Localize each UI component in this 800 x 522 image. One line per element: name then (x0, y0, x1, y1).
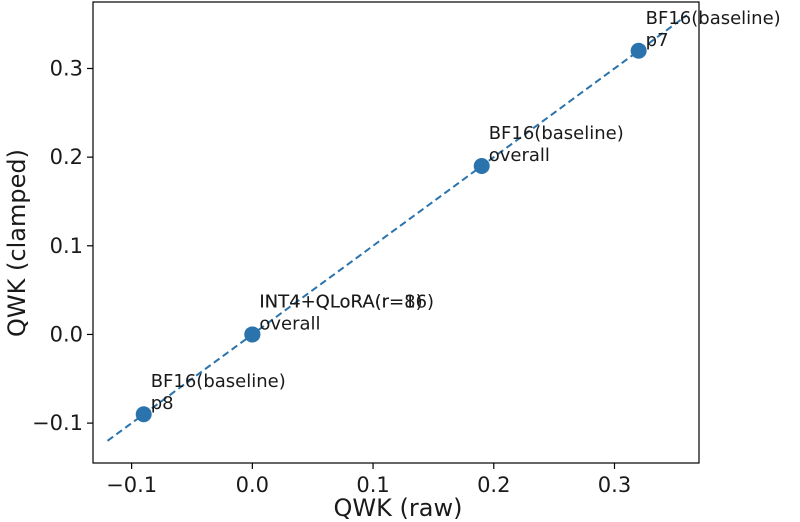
point-label: BF16(baseline) (489, 123, 624, 144)
x-tick-label: 0.0 (236, 473, 269, 497)
x-axis-title: QWK (raw) (334, 494, 463, 522)
point-label: p7 (646, 30, 669, 51)
y-axis-title: QWK (clamped) (3, 149, 31, 337)
plot-border (92, 1, 700, 464)
y-tick-label: 0.2 (50, 145, 83, 169)
data-point (473, 158, 490, 175)
point-label: p8 (151, 393, 174, 414)
reference-line-layer (106, 14, 688, 442)
reference-line (106, 14, 688, 442)
point-label: INT4+QLoRA(r=8) (259, 291, 422, 312)
x-tick-label: 0.2 (477, 473, 510, 497)
data-point (630, 42, 647, 59)
y-tick-label: 0.3 (50, 56, 83, 80)
point-label: BF16(baseline) (151, 371, 286, 392)
x-tick-label: 0.3 (598, 473, 631, 497)
point-label: overall (489, 145, 550, 166)
point-label: overall (259, 313, 320, 334)
plot-frame (92, 1, 700, 464)
point-labels-layer: BF16(baseline)p8INT4+QLoRA(r=8)overallIN… (151, 8, 781, 414)
data-point (244, 326, 261, 343)
y-tick-label: 0.1 (50, 234, 83, 258)
y-tick-label: 0.0 (50, 322, 83, 346)
point-label: INT4+QLoRA(r=16) (259, 291, 434, 312)
x-axis-ticks: −0.1 0.0 0.1 0.2 0.3 (106, 463, 631, 497)
point-label: BF16(baseline) (646, 8, 781, 29)
data-point (135, 406, 152, 423)
x-tick-label: −0.1 (106, 473, 157, 497)
y-axis-ticks: −0.1 0.0 0.1 0.2 0.3 (32, 56, 93, 435)
x-tick-label: 0.1 (356, 473, 389, 497)
points-layer (135, 42, 647, 423)
y-tick-label: −0.1 (32, 411, 83, 435)
